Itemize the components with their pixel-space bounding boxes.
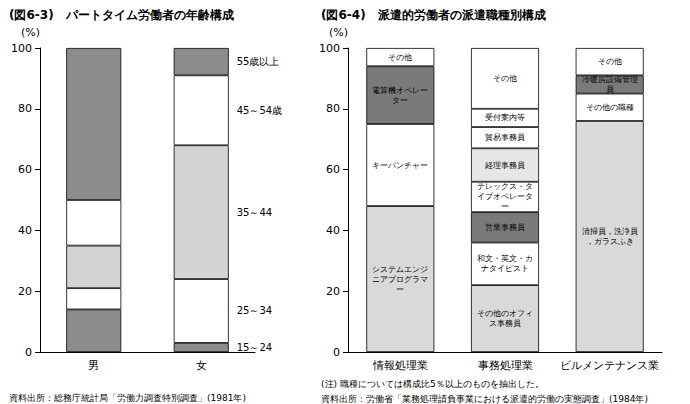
svg-text:清掃員，洗浄員: 清掃員，洗浄員 bbox=[582, 227, 638, 236]
svg-text:ー: ー bbox=[501, 202, 509, 211]
svg-text:テレックス・タ: テレックス・タ bbox=[477, 182, 533, 191]
svg-text:45～54歳: 45～54歳 bbox=[237, 105, 282, 116]
svg-text:80: 80 bbox=[326, 102, 340, 115]
svg-text:40: 40 bbox=[326, 224, 340, 237]
svg-text:60: 60 bbox=[18, 163, 32, 176]
svg-text:受付案内等: 受付案内等 bbox=[485, 113, 525, 122]
svg-text:100: 100 bbox=[319, 42, 340, 55]
svg-text:男: 男 bbox=[88, 359, 99, 372]
svg-text:15～24: 15～24 bbox=[237, 342, 272, 353]
svg-text:ー: ー bbox=[396, 285, 404, 294]
svg-text:80: 80 bbox=[18, 102, 32, 115]
svg-text:25～34: 25～34 bbox=[237, 305, 272, 316]
svg-text:事務処理業: 事務処理業 bbox=[478, 359, 533, 372]
svg-text:資料出所：労働省「業務処理請負事業における派遣的労働の実態調: 資料出所：労働省「業務処理請負事業における派遣的労働の実態調査」(1984年) bbox=[321, 394, 648, 404]
svg-text:ビルメンテナンス業: ビルメンテナンス業 bbox=[560, 359, 659, 372]
svg-text:(注) 職種については構成比5％以上のものを抽出した。: (注) 職種については構成比5％以上のものを抽出した。 bbox=[321, 379, 544, 389]
svg-text:ニアプログラマ: ニアプログラマ bbox=[372, 275, 428, 284]
svg-text:システムエンジ: システムエンジ bbox=[372, 265, 428, 274]
svg-text:35～44: 35～44 bbox=[237, 207, 272, 218]
svg-text:その他の職種: その他の職種 bbox=[586, 103, 634, 112]
svg-text:その他: その他 bbox=[493, 74, 517, 83]
svg-text:40: 40 bbox=[18, 224, 32, 237]
svg-text:55歳以上: 55歳以上 bbox=[237, 56, 280, 67]
svg-text:営業事務員: 営業事務員 bbox=[485, 223, 525, 232]
svg-text:女: 女 bbox=[196, 359, 207, 372]
svg-text:，ガラスふき: ，ガラスふき bbox=[586, 237, 634, 246]
svg-text:資料出所：総務庁統計局「労働力調査特別調査」(1981年): 資料出所：総務庁統計局「労働力調査特別調査」(1981年) bbox=[9, 393, 246, 403]
svg-text:(図6-4) 派遣的労働者の派遣職種別構成: (図6-4) 派遣的労働者の派遣職種別構成 bbox=[321, 8, 546, 22]
svg-text:員: 員 bbox=[606, 85, 614, 94]
svg-text:ス事務員: ス事務員 bbox=[489, 319, 521, 328]
svg-text:ター: ター bbox=[392, 96, 408, 105]
svg-text:20: 20 bbox=[326, 285, 340, 298]
svg-text:0: 0 bbox=[25, 346, 32, 359]
svg-text:100: 100 bbox=[11, 42, 32, 55]
svg-text:冷暖房設備管理: 冷暖房設備管理 bbox=[582, 75, 638, 84]
svg-text:貿易事務員: 貿易事務員 bbox=[485, 133, 525, 142]
svg-text:60: 60 bbox=[326, 163, 340, 176]
svg-text:電算機オペレー: 電算機オペレー bbox=[372, 86, 428, 95]
svg-text:その他のオフィ: その他のオフィ bbox=[477, 309, 533, 318]
svg-text:その他: その他 bbox=[388, 53, 412, 62]
svg-text:(図6-3) パートタイム労働者の年齢構成: (図6-3) パートタイム労働者の年齢構成 bbox=[9, 8, 234, 22]
svg-text:情報処理業: 情報処理業 bbox=[372, 359, 428, 372]
svg-text:経理事務員: 経理事務員 bbox=[484, 161, 525, 170]
svg-text:0: 0 bbox=[333, 346, 340, 359]
svg-text:キーパンチャー: キーパンチャー bbox=[372, 161, 428, 170]
svg-text:(%): (%) bbox=[21, 26, 40, 39]
svg-text:その他: その他 bbox=[598, 57, 622, 66]
svg-text:和文・英文・カ: 和文・英文・カ bbox=[477, 254, 533, 263]
svg-text:ナタイピスト: ナタイピスト bbox=[481, 264, 529, 273]
svg-text:(%): (%) bbox=[329, 26, 348, 39]
svg-text:イプオペレータ: イプオペレータ bbox=[477, 192, 533, 201]
svg-text:20: 20 bbox=[18, 285, 32, 298]
